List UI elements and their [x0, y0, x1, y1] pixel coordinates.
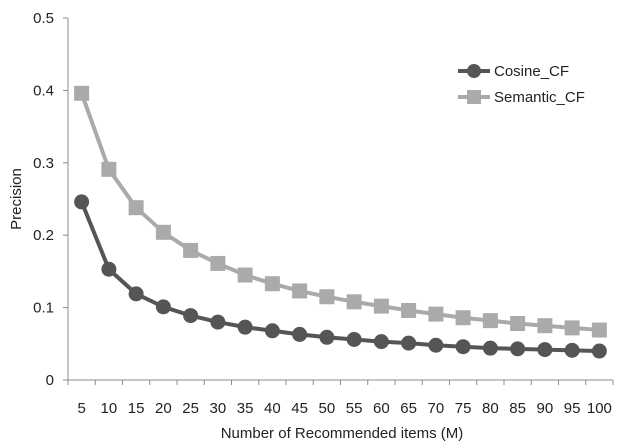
- y-tick-label: 0: [46, 372, 54, 389]
- data-point: [564, 320, 580, 336]
- legend-item: Cosine_CF: [458, 63, 569, 80]
- data-point: [210, 314, 226, 330]
- data-point: [455, 339, 471, 355]
- data-point: [74, 194, 90, 210]
- y-tick-label: 0.2: [33, 227, 54, 244]
- axes: 0 0.1 0.2 0.3 0.4 0.5 5 10 15 20 25 30 35 40 45 50 55 60 6…: [33, 10, 614, 417]
- data-point: [373, 334, 389, 350]
- data-point: [346, 331, 362, 347]
- x-tick-label: 15: [128, 400, 145, 417]
- legend: Cosine_CF Semantic_CF: [458, 63, 585, 106]
- data-point: [183, 242, 199, 258]
- data-point: [210, 255, 226, 271]
- x-tick-label: 35: [237, 400, 254, 417]
- data-point: [319, 289, 335, 305]
- data-point: [292, 326, 308, 342]
- data-point: [155, 224, 171, 240]
- data-point: [564, 342, 580, 358]
- x-tick-label: 20: [155, 400, 172, 417]
- x-tick-label: 60: [373, 400, 390, 417]
- legend-item: Semantic_CF: [458, 89, 585, 106]
- data-point: [74, 85, 90, 101]
- legend-marker: [467, 90, 481, 104]
- data-point: [128, 200, 144, 216]
- data-point: [428, 306, 444, 322]
- data-point: [346, 294, 362, 310]
- x-tick-label: 100: [587, 400, 612, 417]
- x-tick-label: 95: [564, 400, 581, 417]
- data-point: [510, 316, 526, 332]
- x-tick-label: 80: [482, 400, 499, 417]
- series-cosine-cf: [74, 194, 607, 359]
- y-tick-label: 0.3: [33, 155, 54, 172]
- series-semantic-cf: [74, 85, 607, 338]
- data-point: [401, 335, 417, 351]
- data-point: [482, 340, 498, 356]
- data-point: [237, 319, 253, 335]
- y-tick-label: 0.1: [33, 300, 54, 317]
- x-tick-label: 30: [210, 400, 227, 417]
- x-tick-label: 10: [101, 400, 118, 417]
- x-tick-label: 55: [346, 400, 363, 417]
- x-tick-label: 65: [400, 400, 417, 417]
- data-point: [319, 329, 335, 345]
- data-point: [155, 299, 171, 315]
- data-point: [401, 302, 417, 318]
- data-point: [591, 343, 607, 359]
- x-tick-label: 50: [319, 400, 336, 417]
- y-tick-label: 0.5: [33, 10, 54, 27]
- x-tick-label: 85: [509, 400, 526, 417]
- x-tick-label: 5: [77, 400, 85, 417]
- y-tick-label: 0.4: [33, 82, 54, 99]
- legend-label: Semantic_CF: [494, 89, 585, 106]
- y-axis-title: Precision: [8, 168, 25, 230]
- x-tick-label: 70: [428, 400, 445, 417]
- data-point: [128, 286, 144, 302]
- series-line: [79, 92, 600, 333]
- data-point: [264, 276, 280, 292]
- data-point: [591, 322, 607, 338]
- data-point: [510, 341, 526, 357]
- data-point: [455, 310, 471, 326]
- data-point: [373, 298, 389, 314]
- data-point: [537, 342, 553, 358]
- legend-marker: [467, 64, 481, 78]
- data-point: [482, 313, 498, 329]
- data-point: [101, 161, 117, 177]
- data-point: [237, 267, 253, 283]
- data-point: [101, 261, 117, 277]
- x-tick-label: 40: [264, 400, 281, 417]
- x-tick-label: 45: [291, 400, 308, 417]
- data-point: [537, 318, 553, 334]
- x-tick-label: 25: [182, 400, 199, 417]
- data-point: [428, 337, 444, 353]
- legend-label: Cosine_CF: [494, 63, 569, 80]
- x-axis-title: Number of Recommended items (M): [221, 425, 464, 442]
- data-point: [264, 323, 280, 339]
- data-point: [292, 283, 308, 299]
- x-tick-label: 90: [537, 400, 554, 417]
- x-tick-label: 75: [455, 400, 472, 417]
- series-layer: [74, 85, 607, 359]
- data-point: [183, 308, 199, 324]
